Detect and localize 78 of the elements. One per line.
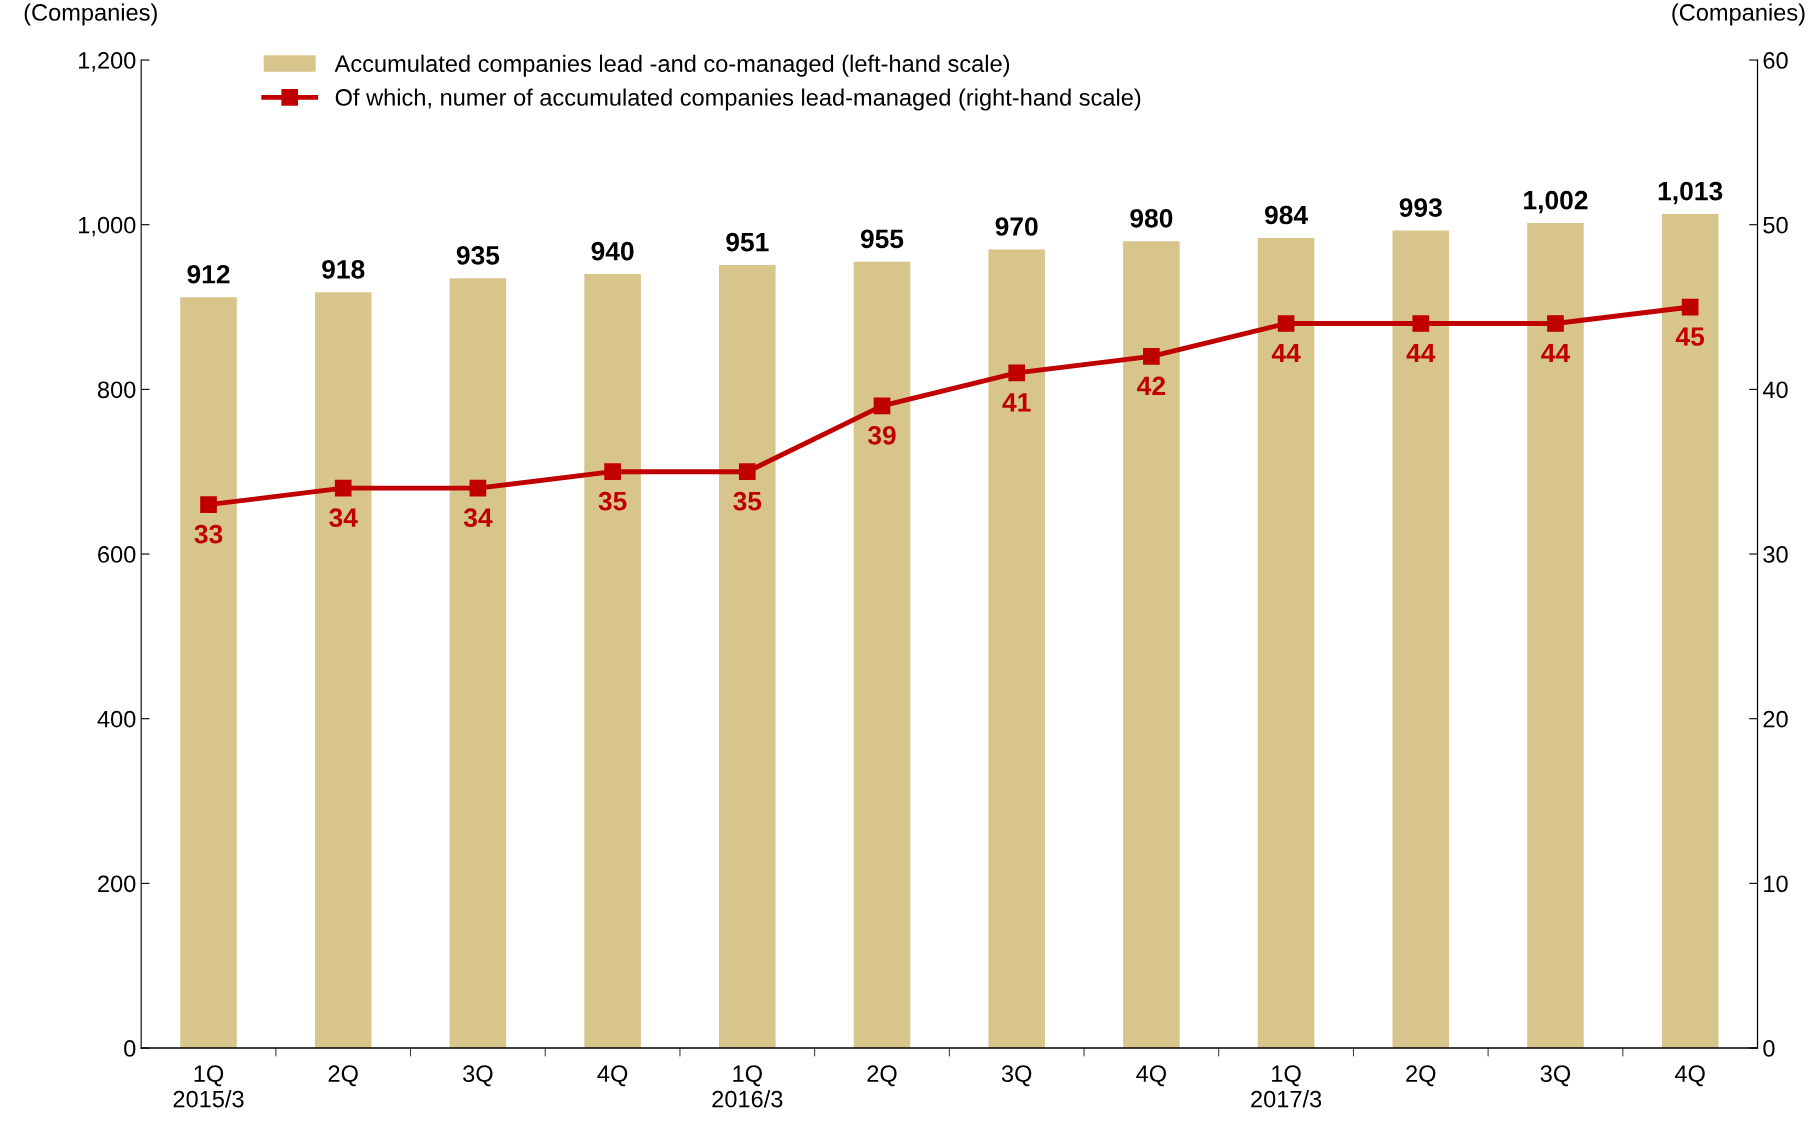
data-label: 35 (598, 491, 627, 511)
y2-tick-label: 20 (1763, 710, 1788, 728)
data-label: 45 (1675, 327, 1705, 346)
y-axis-title: (Companies) (24, 3, 157, 26)
point (1143, 348, 1160, 365)
data-label: 918 (322, 259, 365, 279)
x-tick-label: 3Q (1540, 1065, 1571, 1087)
bar (988, 249, 1045, 1049)
data-label: 44 (1271, 343, 1301, 363)
bar (1392, 230, 1450, 1049)
point (1547, 315, 1564, 332)
point (1412, 315, 1430, 332)
bar (1527, 223, 1584, 1049)
data-label: 1,002 (1524, 190, 1588, 214)
bar (719, 265, 776, 1049)
legend-label: Accumulated companies lead -and co-managed (left-hand scale) (334, 54, 1010, 77)
x-tick-label: 1Q 2015/3 (173, 1065, 244, 1108)
data-label: 1,013 (1658, 181, 1723, 205)
x-tick-label: 1Q 2016/3 (712, 1065, 783, 1108)
data-label: 980 (1130, 208, 1173, 228)
data-label: 984 (1264, 205, 1308, 225)
y2-tick-label: 60 (1763, 52, 1788, 69)
point (334, 479, 352, 497)
data-label: 35 (733, 491, 762, 511)
bar (1661, 214, 1719, 1049)
data-label: 912 (187, 264, 230, 284)
legend-label: Of which, numer of accumulated companies lead-managed (right-hand scale) (335, 88, 1141, 111)
point (604, 463, 621, 481)
data-label: 955 (860, 229, 904, 249)
data-label: 970 (995, 217, 1038, 236)
y-tick-label: 400 (97, 710, 136, 728)
y2-axis-title: (Companies) (1672, 3, 1805, 26)
y-tick-label: 200 (98, 875, 136, 893)
data-label: 940 (591, 241, 634, 261)
x-tick-label: 2Q (328, 1065, 358, 1087)
x-tick-label: 1Q 2017/3 (1251, 1065, 1322, 1108)
y2-tick-label: 40 (1762, 381, 1788, 399)
bar (449, 278, 507, 1049)
data-label: 935 (456, 245, 500, 265)
bar (1257, 237, 1315, 1049)
y-tick-label: 800 (97, 381, 136, 399)
y2-tick-label: 30 (1763, 546, 1788, 563)
y2-tick-label: 50 (1763, 216, 1788, 234)
point (1681, 298, 1699, 316)
data-label: 951 (726, 232, 769, 252)
y2-tick-label: 10 (1764, 875, 1788, 893)
x-tick-label: 4Q (597, 1065, 628, 1087)
bar (853, 261, 911, 1049)
x-tick-label: 4Q (1674, 1065, 1705, 1087)
x-tick-label: 3Q (1001, 1065, 1032, 1087)
bar (584, 274, 641, 1049)
y-tick-label: 600 (98, 546, 136, 563)
data-label: 42 (1137, 376, 1166, 396)
point (469, 479, 487, 497)
y2-tick-label: 0 (1763, 1040, 1775, 1057)
point (738, 463, 756, 481)
data-label: 993 (1399, 198, 1442, 217)
x-tick-label: 2Q (1406, 1065, 1436, 1087)
y-tick-label: 0 (124, 1040, 136, 1057)
x-tick-label: 4Q (1136, 1065, 1167, 1087)
data-label: 34 (463, 508, 493, 528)
bar (180, 297, 237, 1049)
data-label: 44 (1541, 343, 1570, 363)
x-tick-label: 3Q (463, 1065, 493, 1087)
data-label: 44 (1406, 343, 1436, 363)
point (1008, 364, 1026, 382)
data-label: 39 (867, 425, 896, 445)
y-tick-label: 1,200 (79, 52, 136, 72)
bar (314, 292, 372, 1049)
data-label: 33 (194, 524, 223, 544)
bar (1123, 241, 1180, 1049)
point (1277, 315, 1295, 332)
point (200, 496, 217, 513)
data-label: 41 (1002, 393, 1031, 412)
x-tick-label: 2Q (867, 1065, 897, 1087)
point (873, 397, 891, 415)
y-tick-label: 1,000 (79, 216, 136, 237)
data-label: 34 (329, 508, 358, 528)
